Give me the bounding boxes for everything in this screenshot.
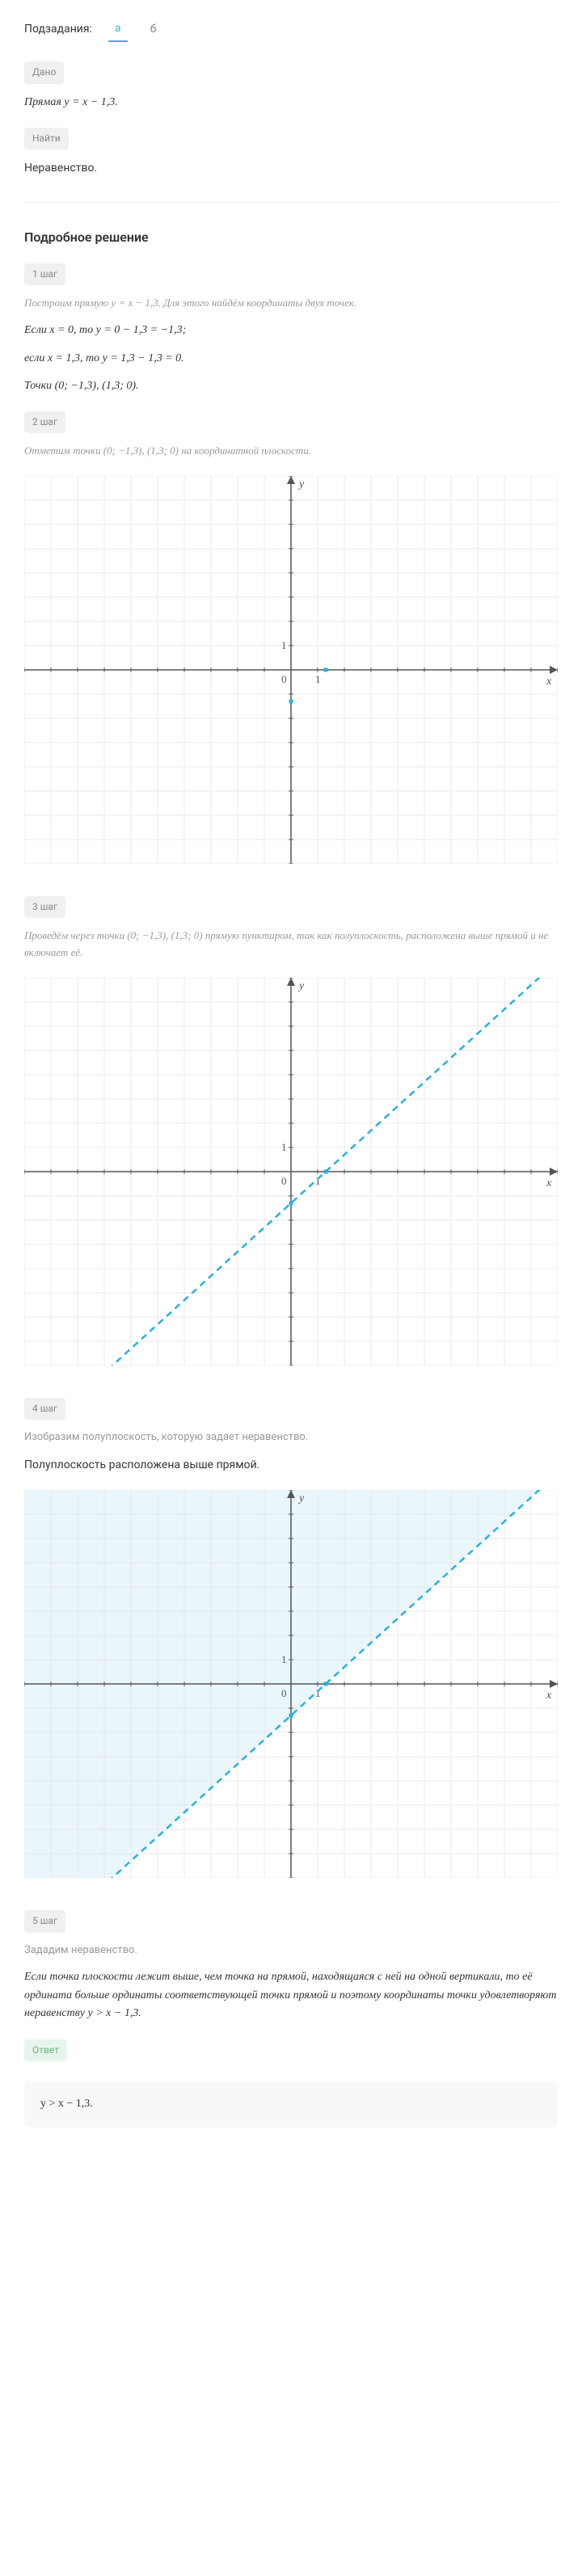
svg-text:x: x — [546, 1690, 552, 1702]
divider — [24, 202, 558, 203]
find-text: Неравенство. — [24, 159, 558, 177]
chart-2: xy011 — [24, 978, 558, 1366]
step-5-badge: 5 шаг — [24, 1910, 65, 1932]
svg-text:x: x — [546, 676, 552, 688]
step-4-line1: Изобразим полуплоскость, которую задает … — [24, 1429, 558, 1446]
svg-text:1: 1 — [281, 1141, 287, 1153]
step-1-line1: Построим прямую y = x − 1,3. Для этого н… — [24, 295, 558, 312]
chart-1: x y 0 1 1 — [24, 476, 558, 864]
step-5: 5 шаг Зададим неравенство. Если точка пл… — [24, 1910, 558, 2022]
step-4-line2: Полуплоскость расположена выше прямой. — [24, 1456, 558, 1474]
svg-text:y: y — [297, 1492, 305, 1505]
solution-title: Подробное решение — [24, 227, 558, 248]
step-3-badge: 3 шаг — [24, 896, 65, 918]
chart-3: xy011 — [24, 1490, 558, 1878]
svg-text:0: 0 — [281, 1687, 287, 1699]
tab-b[interactable]: б — [144, 17, 163, 41]
svg-text:0: 0 — [281, 1175, 287, 1187]
subtasks-label: Подзадания: — [24, 20, 92, 38]
find-block: Найти Неравенство. — [24, 128, 558, 178]
svg-text:1: 1 — [281, 639, 287, 651]
step-1-line3: если x = 1,3, то y = 1,3 − 1,3 = 0. — [24, 350, 558, 368]
svg-text:y: y — [297, 478, 305, 490]
svg-text:1: 1 — [315, 673, 321, 685]
answer-text: y > x − 1,3. — [24, 2081, 558, 2128]
given-badge: Дано — [24, 61, 64, 83]
step-2: 2 шаг Отметим точки (0; −1,3), (1,3; 0) … — [24, 411, 558, 460]
step-5-line2: Если точка плоскости лежит выше, чем точ… — [24, 1968, 558, 2022]
step-2-line1: Отметим точки (0; −1,3), (1,3; 0) на коо… — [24, 443, 558, 460]
step-1-line4: Точки (0; −1,3), (1,3; 0). — [24, 377, 558, 395]
step-3: 3 шаг Проведём через точки (0; −1,3), (1… — [24, 896, 558, 962]
step-2-badge: 2 шаг — [24, 411, 65, 433]
given-text: Прямая y = x − 1,3. — [24, 94, 558, 112]
svg-text:0: 0 — [281, 673, 287, 685]
svg-text:1: 1 — [281, 1653, 287, 1665]
subtasks-row: Подзадания: а б — [24, 16, 558, 42]
answer-block: Ответ y > x − 1,3. — [24, 2039, 558, 2128]
svg-text:x: x — [546, 1177, 552, 1189]
given-block: Дано Прямая y = x − 1,3. — [24, 61, 558, 112]
find-badge: Найти — [24, 128, 69, 149]
step-4: 4 шаг Изобразим полуплоскость, которую з… — [24, 1398, 558, 1474]
svg-text:y: y — [297, 980, 305, 992]
step-1-line2: Если x = 0, то y = 0 − 1,3 = −1,3; — [24, 322, 558, 339]
tab-a[interactable]: а — [108, 16, 128, 42]
step-5-line1: Зададим неравенство. — [24, 1943, 558, 1959]
step-1: 1 шаг Построим прямую y = x − 1,3. Для э… — [24, 263, 558, 395]
step-3-line1: Проведём через точки (0; −1,3), (1,3; 0)… — [24, 928, 558, 962]
step-1-badge: 1 шаг — [24, 263, 65, 285]
answer-badge: Ответ — [24, 2039, 67, 2061]
step-4-badge: 4 шаг — [24, 1398, 65, 1420]
